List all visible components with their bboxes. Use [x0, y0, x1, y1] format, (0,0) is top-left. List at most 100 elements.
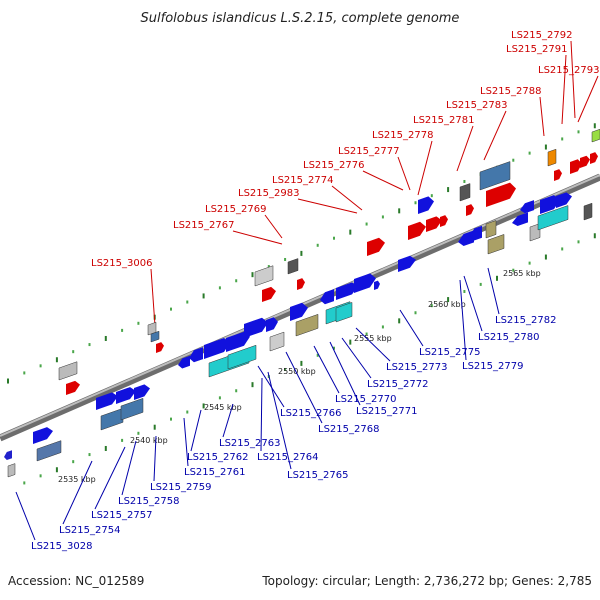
scale-dot [23, 371, 26, 375]
label-leader [561, 54, 567, 125]
gene-label-ls215-2764: LS215_2764 [257, 452, 318, 463]
scale-dot [186, 300, 189, 304]
scale-dot [365, 332, 368, 336]
gene-label-ls215-2788: LS215_2788 [480, 86, 541, 97]
scale-dot [528, 261, 531, 265]
label-leader [355, 327, 391, 362]
gene-feature [269, 331, 285, 352]
scale-dot [55, 357, 58, 363]
gene-feature [556, 192, 572, 208]
scale-dot [23, 481, 26, 485]
gene-feature [418, 196, 434, 214]
scale-dot [430, 304, 433, 308]
label-leader [577, 75, 599, 123]
gene-feature [408, 221, 426, 240]
forward-gene-labels: LS215_3006 LS215_2767 LS215_2769 LS215_2983… [91, 30, 599, 269]
scale-dot [39, 364, 42, 368]
gene-label-ls215-2762: LS215_2762 [187, 452, 248, 463]
scale-dot [333, 236, 335, 240]
scale-dot [137, 431, 140, 435]
scale-dot [447, 187, 450, 193]
gene-label-ls215-2765: LS215_2765 [287, 470, 348, 481]
gene-feature [512, 212, 528, 227]
scale-dot [284, 257, 287, 261]
scale-dot [365, 222, 368, 226]
gene-label-ls215-2791: LS215_2791 [506, 44, 567, 55]
gene-feature [100, 407, 124, 431]
label-leader [257, 365, 285, 408]
scale-dot [528, 151, 531, 155]
scale-dot [593, 233, 596, 239]
scale-tick-label: 2540 kbp [130, 436, 168, 445]
gene-feature [486, 182, 516, 207]
scale-dot [300, 250, 303, 256]
gene-feature [440, 215, 448, 227]
forward-label-leaders [150, 40, 599, 327]
scale-tick-label: 2560 kbp [428, 300, 466, 309]
scale-tick-labels: 2535 kbp 2540 kbp 2545 kbp 2550 kbp 2555 kbp… [58, 269, 541, 484]
gene-feature [458, 230, 474, 247]
scale-dot [72, 460, 75, 464]
scale-dot [202, 403, 205, 409]
gene-feature [178, 355, 190, 369]
scale-dot [284, 367, 287, 371]
gene-label-ls215-2783: LS215_2783 [446, 100, 507, 111]
gene-feature [374, 280, 380, 290]
scale-tick-label: 2555 kbp [354, 334, 392, 343]
gene-feature [590, 152, 598, 164]
gene-feature [580, 155, 590, 168]
scale-dot [39, 474, 42, 478]
gene-label-ls215-2768: LS215_2768 [318, 424, 379, 435]
scale-dot [496, 275, 498, 281]
gene-feature [254, 265, 274, 287]
gene-feature [529, 223, 541, 242]
scale-dot [561, 137, 564, 141]
label-leader [264, 214, 283, 239]
label-leader [121, 440, 137, 496]
scale-dot [121, 328, 124, 332]
gene-features [4, 128, 600, 478]
label-leader [297, 198, 358, 214]
gene-feature [120, 397, 144, 421]
gene-feature [33, 427, 53, 444]
gene-feature [287, 258, 299, 275]
label-leader [483, 110, 507, 161]
gene-feature [116, 387, 136, 404]
scale-dot [186, 410, 189, 414]
scale-dot [55, 467, 58, 473]
scale-dot [447, 297, 450, 303]
label-leader [399, 309, 424, 347]
scale-dot [512, 158, 515, 162]
gene-feature [134, 384, 150, 400]
gene-label-ls215-2779: LS215_2779 [462, 361, 523, 372]
scale-tick-label: 2550 kbp [278, 367, 316, 376]
gene-feature [7, 463, 16, 478]
scale-dot [381, 325, 384, 329]
scale-dot [544, 254, 547, 260]
gene-feature [398, 255, 416, 272]
label-leader [539, 96, 545, 137]
gene-label-ls215-2769: LS215_2769 [205, 204, 266, 215]
gene-label-ls215-2758: LS215_2758 [118, 496, 179, 507]
gene-label-ls215-2782: LS215_2782 [495, 315, 556, 326]
scale-dot [251, 272, 254, 278]
scale-dot [577, 130, 580, 134]
gene-feature [354, 273, 376, 293]
scale-dot [479, 282, 482, 286]
scale-dot [577, 240, 580, 244]
gene-feature [466, 204, 474, 216]
gene-feature [227, 344, 257, 370]
gene-label-ls215-3028: LS215_3028 [31, 541, 92, 552]
genome-summary-text: Topology: circular; Length: 2,736,272 bp… [262, 574, 592, 588]
scale-dot [381, 215, 384, 219]
gene-feature [591, 128, 600, 143]
gene-feature [570, 159, 582, 174]
gene-feature [66, 380, 80, 395]
scale-dot [7, 378, 9, 384]
gene-label-ls215-2767: LS215_2767 [173, 220, 234, 231]
label-leader [190, 409, 202, 452]
label-leader [456, 125, 474, 172]
label-leader [150, 268, 156, 327]
gene-feature [426, 216, 442, 232]
